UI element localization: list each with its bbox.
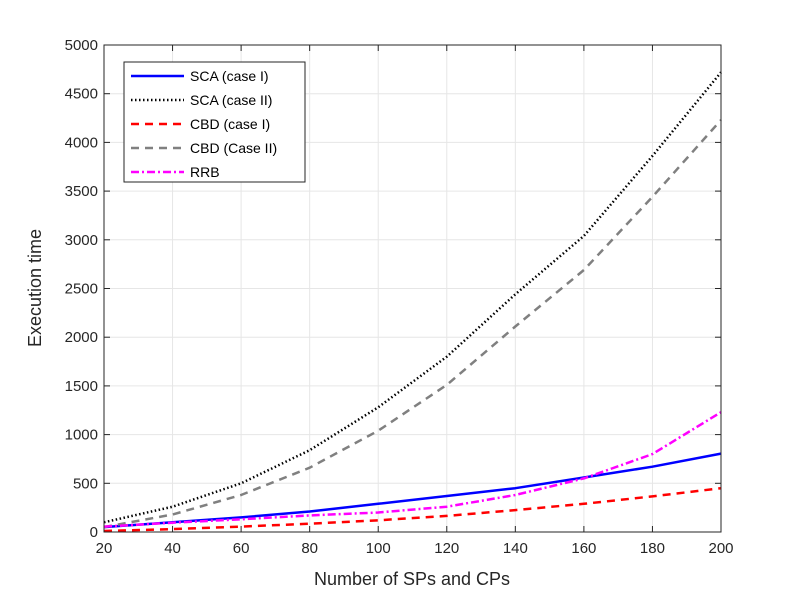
series-line-cbd-case-ii: [103, 119, 722, 529]
legend-box: [123, 61, 306, 183]
y-tick-label: 4500: [65, 86, 98, 103]
series-line-sca-case-ii: [103, 71, 722, 524]
x-tick-label: 160: [571, 540, 596, 557]
legend-label-cbd-case-ii: CBD (Case II): [190, 140, 277, 156]
x-tick-label: 60: [233, 540, 250, 557]
legend: SCA (case I) SCA (case II) CBD (case I) CBD…: [123, 61, 306, 183]
series-layer: [103, 71, 722, 533]
series-line-cbd-case-i: [103, 486, 722, 533]
x-axis-title: Number of SPs and CPs: [314, 569, 510, 589]
y-tick-label: 1000: [65, 427, 98, 444]
legend-label-sca-case-ii: SCA (case II): [190, 92, 272, 108]
x-tick-label: 140: [503, 540, 528, 557]
legend-label-sca-case-i: SCA (case I): [190, 68, 269, 84]
y-tick-label: 4000: [65, 134, 98, 151]
y-tick-label: 1500: [65, 378, 98, 395]
x-tick-label: 200: [708, 540, 733, 557]
series-line-rrb: [103, 411, 722, 528]
x-tick-label: 20: [96, 540, 113, 557]
x-tick-label: 80: [301, 540, 318, 557]
tick-marks: [103, 44, 722, 533]
y-tick-label: 3500: [65, 183, 98, 200]
legend-label-rrb: RRB: [190, 164, 220, 180]
y-tick-label: 500: [73, 475, 98, 492]
x-tick-label: 100: [366, 540, 391, 557]
legend-label-cbd-case-i: CBD (case I): [190, 116, 270, 132]
y-tick-label: 5000: [65, 37, 98, 54]
y-tick-label: 3000: [65, 232, 98, 249]
y-tick-label: 0: [90, 524, 98, 541]
y-axis-title: Execution time: [25, 229, 45, 347]
x-tick-label: 180: [640, 540, 665, 557]
grid-lines: [103, 44, 722, 533]
tick-labels: 20 40 60 80 100 120 140 160 180 20005001000150020…: [65, 37, 734, 557]
y-tick-label: 2000: [65, 329, 98, 346]
x-tick-label: 40: [164, 540, 181, 557]
x-tick-label: 120: [434, 540, 459, 557]
y-tick-label: 2500: [65, 281, 98, 298]
